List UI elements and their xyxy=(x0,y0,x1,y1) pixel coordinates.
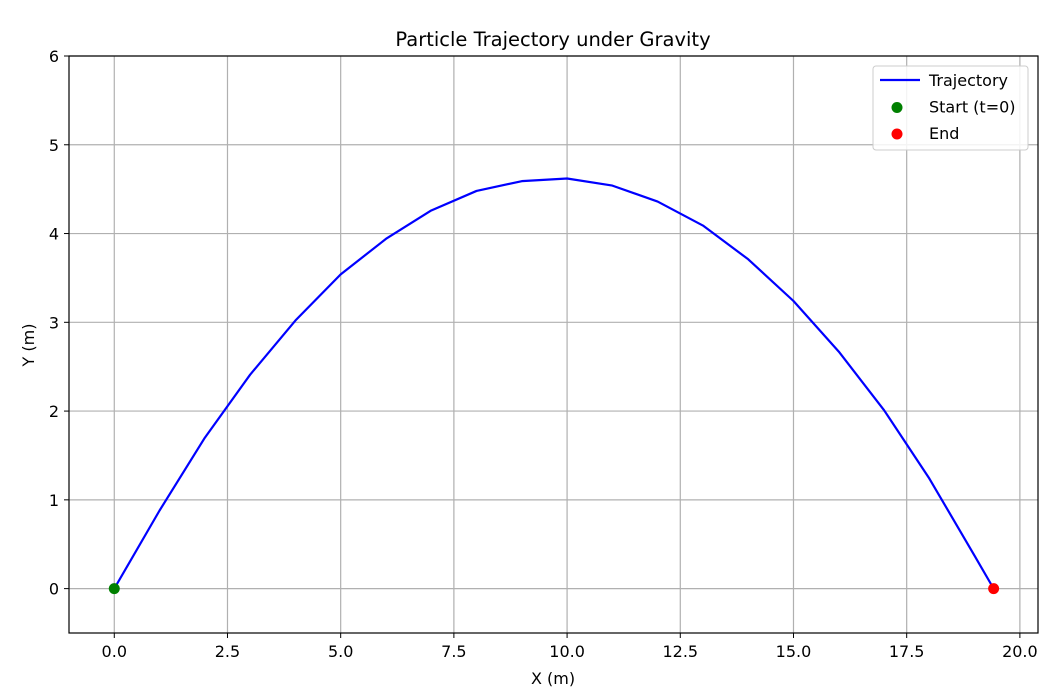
x-tick-label: 20.0 xyxy=(1002,642,1038,661)
legend-end-label: End xyxy=(929,124,959,143)
start-point xyxy=(108,583,120,595)
legend-trajectory-label: Trajectory xyxy=(928,71,1008,90)
y-tick-label: 3 xyxy=(49,313,59,332)
legend-start-swatch xyxy=(891,102,903,113)
legend-box xyxy=(872,65,1029,151)
axis-ticks: 0.0 2.5 5.0 7.5 10.0 12.5 15.0 17.5 20.0 0 1 2 3 4 5 6 xyxy=(49,47,1038,661)
y-tick-label: 6 xyxy=(49,47,59,66)
x-tick-label: 5.0 xyxy=(328,642,353,661)
grid-lines xyxy=(69,55,1038,633)
y-tick-label: 2 xyxy=(49,402,59,421)
x-tick-label: 0.0 xyxy=(102,642,127,661)
chart-title: Particle Trajectory under Gravity xyxy=(395,28,710,51)
x-tick-label: 12.5 xyxy=(662,642,698,661)
x-tick-label: 17.5 xyxy=(889,642,925,661)
y-tick-label: 4 xyxy=(49,225,59,244)
series-layer xyxy=(108,177,1000,595)
y-tick-label: 1 xyxy=(49,491,59,510)
y-tick-label: 5 xyxy=(49,136,59,155)
legend-start-label: Start (t=0) xyxy=(929,98,1016,117)
x-tick-label: 10.0 xyxy=(549,642,585,661)
trajectory-line xyxy=(113,177,995,590)
plot-frame xyxy=(68,55,1039,634)
x-tick-label: 15.0 xyxy=(776,642,812,661)
x-tick-label: 2.5 xyxy=(215,642,240,661)
legend-end-swatch xyxy=(891,128,903,140)
x-tick-label: 7.5 xyxy=(441,642,466,661)
y-tick-label: 0 xyxy=(49,580,59,599)
legend: Trajectory Start (t=0) End xyxy=(872,65,1029,151)
x-axis-label: X (m) xyxy=(531,669,575,688)
end-point xyxy=(988,583,1000,595)
y-axis-label: Y (m) xyxy=(19,324,38,368)
